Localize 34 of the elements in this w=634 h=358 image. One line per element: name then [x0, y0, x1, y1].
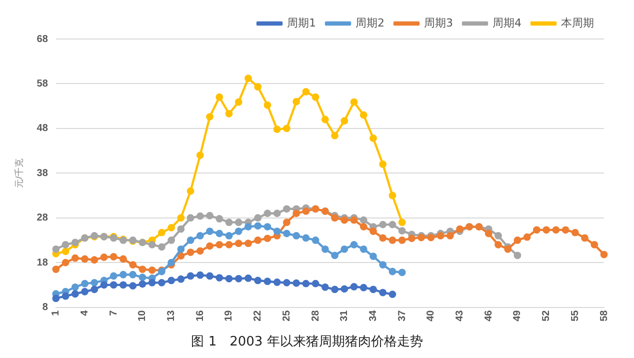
x-tick-label: 58: [598, 310, 610, 322]
x-tick-label: 55: [570, 310, 581, 322]
legend-label: 周期1: [287, 16, 316, 30]
y-tick-label: 58: [36, 78, 48, 90]
x-tick-label: 4: [80, 310, 91, 316]
x-tick-label: 46: [483, 310, 494, 322]
x-tick-label: 40: [426, 310, 437, 322]
y-tick-label: 28: [36, 212, 48, 224]
x-tick-label: 49: [512, 310, 524, 322]
x-tick-label: 25: [281, 310, 292, 322]
x-tick-label: 43: [454, 310, 466, 322]
x-tick-label: 7: [108, 310, 120, 316]
x-tick-label: 1: [50, 310, 62, 316]
x-tick-label: 31: [339, 310, 350, 322]
legend-label: 本周期: [561, 16, 594, 30]
y-tick-label: 8: [42, 302, 48, 314]
x-tick-label: 22: [252, 310, 264, 322]
text: 图 1 2003 年以来猪周期猪肉价格走势: [191, 334, 423, 350]
x-tick-label: 13: [166, 310, 178, 322]
legend-label: 周期2: [356, 16, 385, 30]
x-tick-label: 10: [137, 310, 148, 322]
x-tick-label: 52: [541, 310, 552, 322]
x-tick-label: 16: [194, 310, 206, 322]
y-tick-label: 68: [36, 34, 48, 45]
x-tick-label: 37: [396, 310, 408, 322]
x-tick-label: 34: [368, 310, 379, 322]
y-axis-title: 元/千克: [14, 158, 24, 188]
legend-label: 周期3: [424, 16, 454, 30]
y-tick-label: 18: [36, 257, 48, 268]
x-tick-label: 28: [310, 310, 322, 322]
y-tick-label: 48: [36, 123, 48, 134]
x-tick-label: 19: [224, 310, 235, 322]
y-tick-label: 38: [36, 168, 48, 179]
legend-label: 周期4: [492, 16, 522, 30]
